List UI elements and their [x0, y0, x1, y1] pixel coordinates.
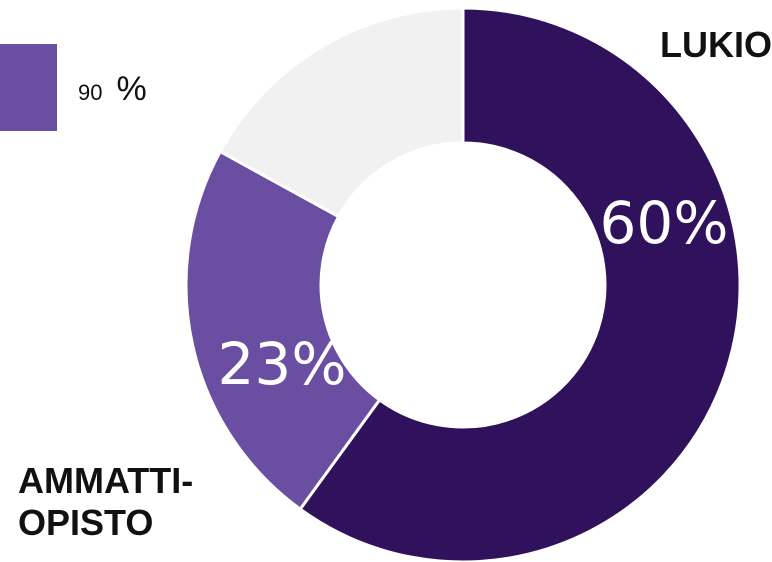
category-label-ammattiopisto: AMMATTI- OPISTO [18, 460, 193, 544]
donut-slice-2 [218, 6, 465, 219]
donut-slice-label-0: 60% [600, 189, 729, 257]
legend-value: 90 [78, 80, 103, 105]
category-label-lukio: LUKIO [660, 24, 772, 65]
legend-unit: % [116, 70, 147, 108]
donut-slice-0 [298, 6, 742, 562]
category-label-ammattiopisto-line1: AMMATTI- [18, 460, 194, 501]
donut-slice-1 [184, 149, 382, 512]
category-label-ammattiopisto-line2: OPISTO [18, 502, 154, 543]
legend-entry: 90 % [78, 70, 147, 109]
donut-slice-label-1: 23% [218, 330, 347, 398]
legend-swatch [0, 44, 57, 131]
